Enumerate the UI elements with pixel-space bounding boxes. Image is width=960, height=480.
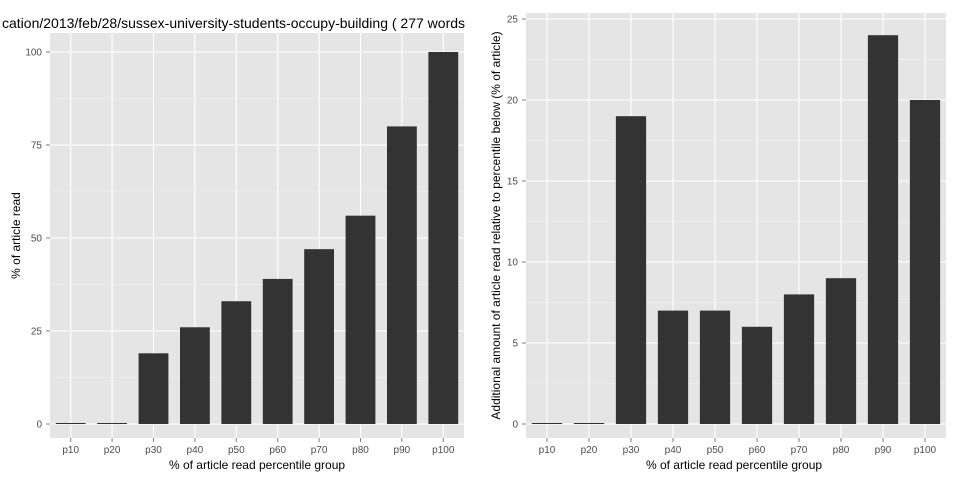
right-y-tick-label: 25 [507,15,519,26]
right-bars [531,35,941,424]
left-x-tick-label: p30 [145,445,162,456]
right-bar-p60 [741,326,773,424]
right-y-tick-label: 10 [507,258,519,269]
right-bar-p40 [657,310,689,424]
right-bar-p90 [867,35,899,424]
left-bar-p10 [55,423,86,424]
left-y-tick-label: 0 [36,420,42,431]
right-y-tick-label: 0 [512,420,518,431]
left-x-tick-label: p50 [228,445,245,456]
right-x-tick-label: p80 [833,445,850,456]
right-y-tick-label: 20 [507,96,519,107]
left-y-tick-label: 50 [31,234,43,245]
right-bar-p10 [531,423,563,424]
left-chart: cation/2013/feb/28/sussex-university-stu… [2,15,465,472]
left-x-tick-label: p70 [311,445,328,456]
right-x-axis-ticks: p10 p20 p30 p40 p50 p60 p70 p80 p90 p100 [539,438,937,456]
left-x-axis-title: % of article read percentile group [169,458,345,472]
right-bar-p50 [699,310,731,424]
left-bar-p70 [304,249,335,424]
right-x-tick-label: p40 [665,445,682,456]
right-x-tick-label: p10 [539,445,556,456]
left-y-axis-ticks: 0 25 50 75 100 [25,48,50,431]
left-x-tick-label: p20 [104,445,121,456]
right-y-tick-label: 15 [507,177,519,188]
left-x-tick-label: p40 [187,445,204,456]
left-bar-p50 [221,301,252,424]
left-y-tick-label: 100 [25,48,42,59]
right-bar-p30 [615,116,647,424]
right-x-tick-label: p20 [581,445,598,456]
left-bar-p20 [97,423,128,424]
left-x-tick-label: p80 [352,445,369,456]
right-y-axis-title: Additional amount of article read relati… [489,31,503,419]
left-bar-p90 [386,126,417,425]
right-y-axis-ticks: 0 5 10 15 20 25 [507,15,526,431]
left-y-axis-title: % of article read [9,192,23,279]
left-x-tick-label: p10 [62,445,79,456]
left-bar-p30 [138,353,169,424]
left-x-tick-label: p100 [432,445,455,456]
right-x-tick-label: p30 [623,445,640,456]
left-y-tick-label: 25 [31,327,43,338]
left-bar-p80 [345,215,376,424]
right-x-tick-label: p100 [914,445,937,456]
left-bars [55,52,459,425]
right-bar-p100 [909,100,941,424]
right-x-axis-title: % of article read percentile group [646,458,822,472]
right-y-tick-label: 5 [512,339,518,350]
left-y-tick-label: 75 [31,141,43,152]
right-x-tick-label: p50 [707,445,724,456]
right-x-tick-label: p70 [791,445,808,456]
left-bar-p100 [428,52,459,424]
left-chart-title: cation/2013/feb/28/sussex-university-stu… [2,15,465,31]
right-x-tick-label: p60 [749,445,766,456]
left-bar-p40 [179,327,210,424]
right-bar-p80 [825,278,857,424]
right-bar-p70 [783,294,815,424]
left-x-tick-label: p60 [269,445,286,456]
right-bar-p20 [573,423,605,424]
left-bar-p60 [262,278,293,424]
right-x-tick-label: p90 [875,445,892,456]
left-x-tick-label: p90 [394,445,411,456]
left-x-axis-ticks: p10 p20 p30 p40 p50 p60 p70 p80 p90 p100 [62,438,455,456]
